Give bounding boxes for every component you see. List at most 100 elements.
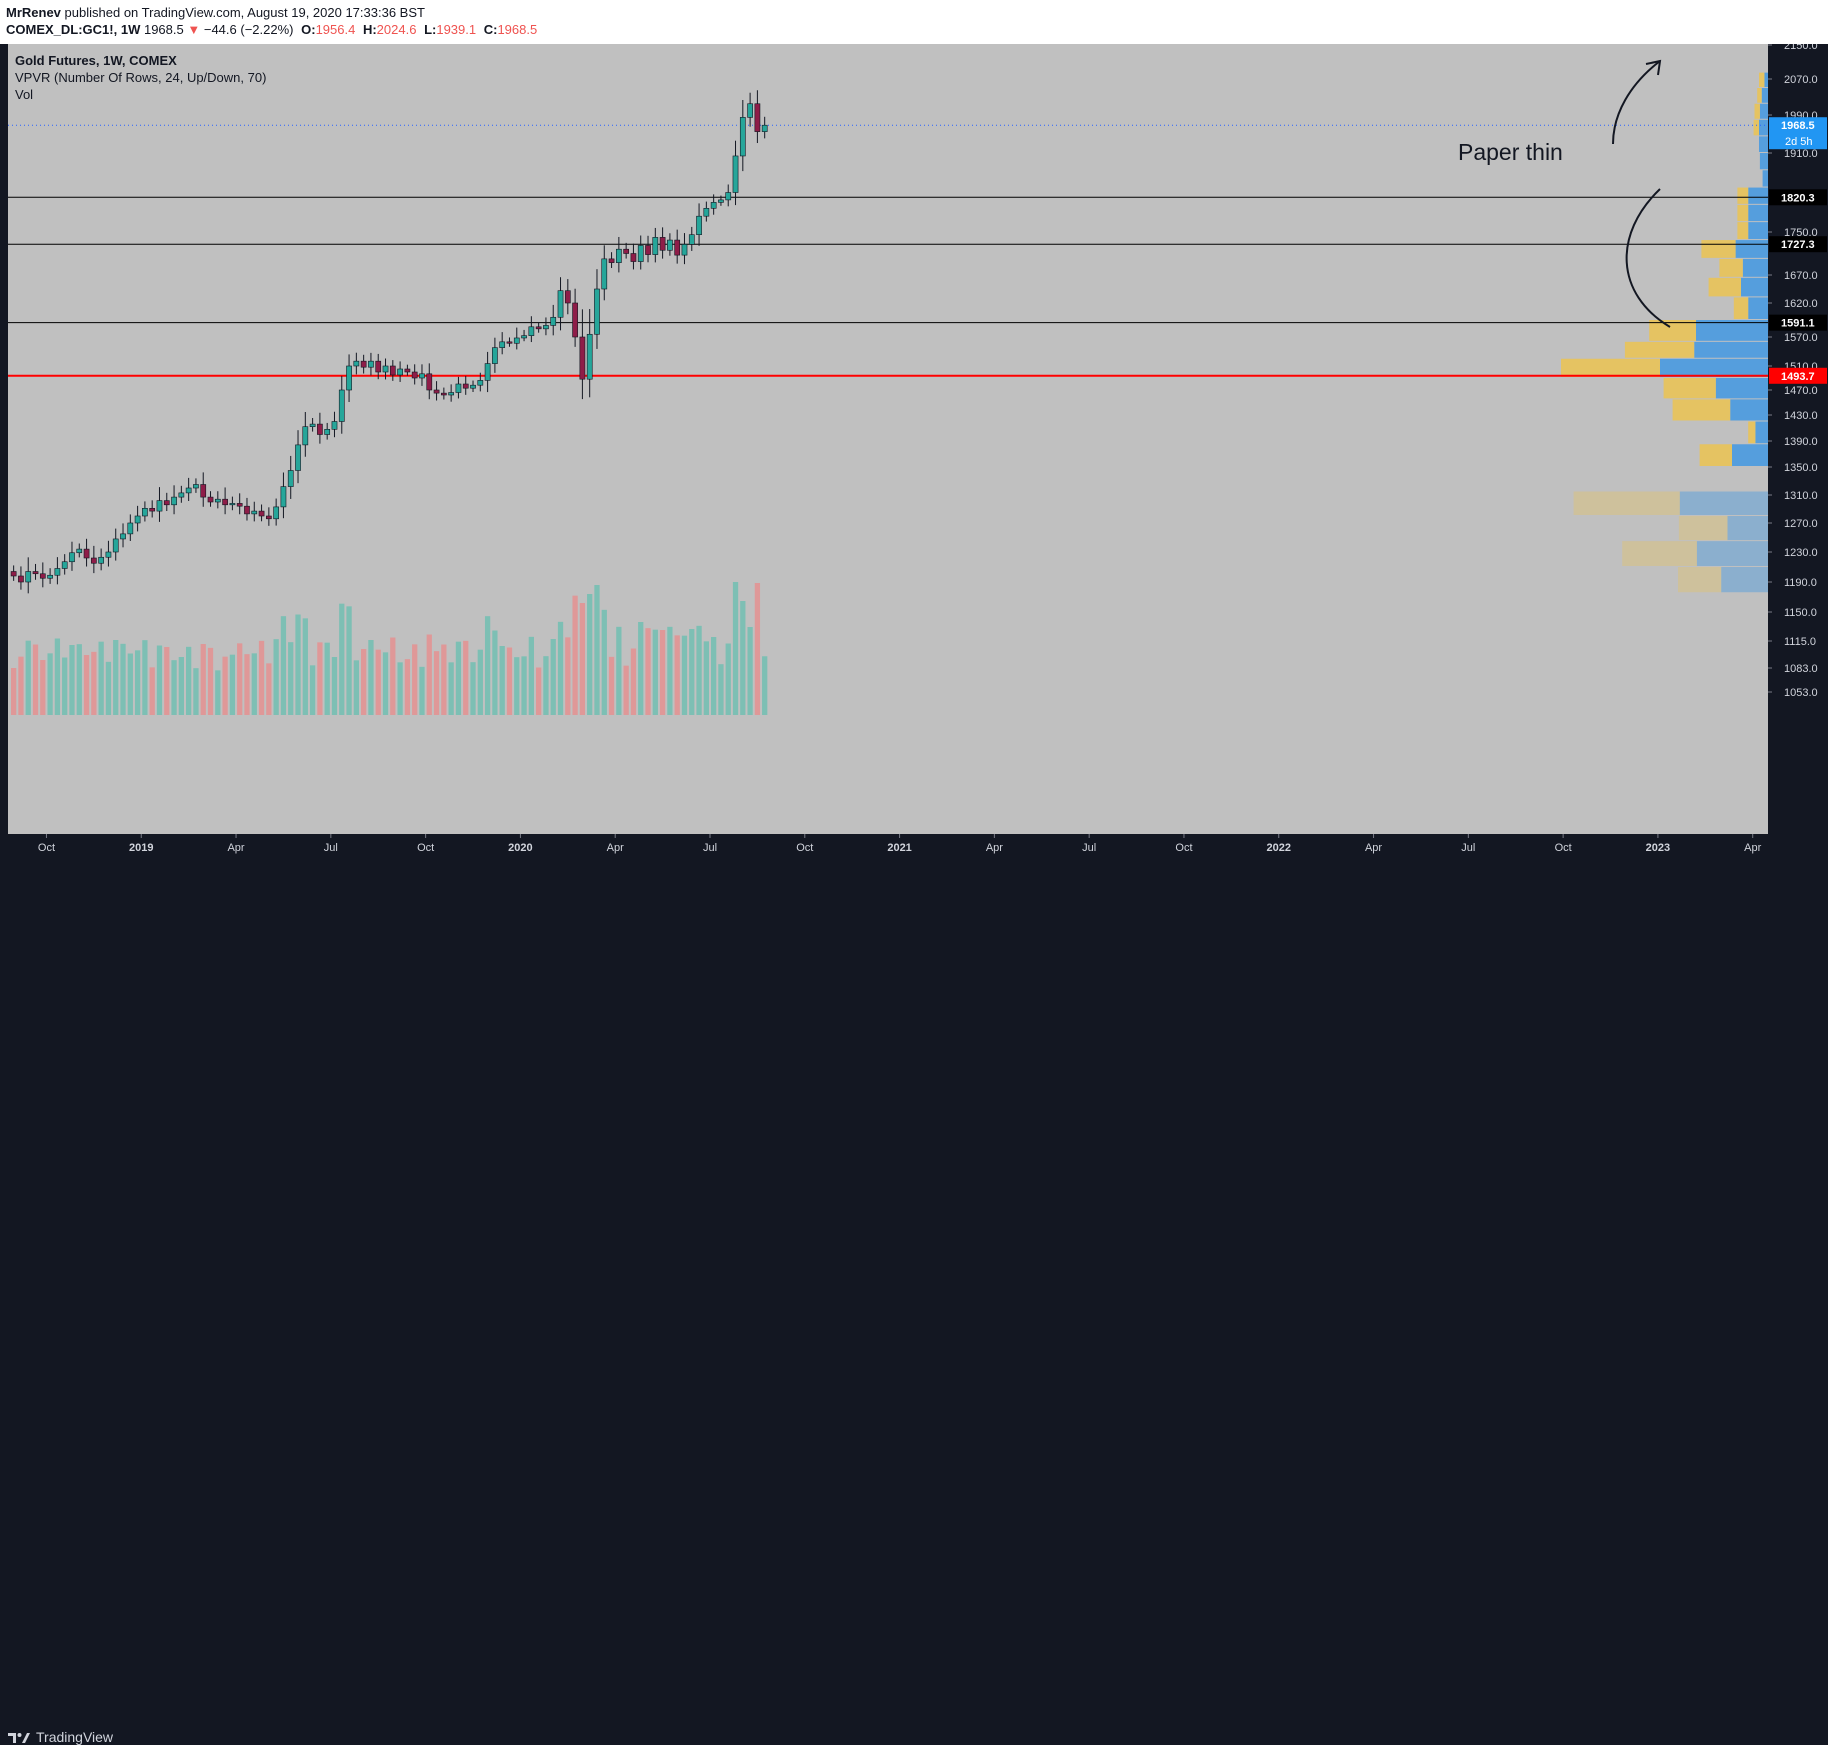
time-axis-label: 2021 <box>887 842 911 854</box>
volume-bar <box>652 629 658 715</box>
open-value: 1956.4 <box>315 22 356 37</box>
volume-bar <box>54 638 61 715</box>
candle-body <box>543 325 549 330</box>
candle-body <box>470 384 476 389</box>
volume-bar <box>608 656 615 715</box>
vpvr-up-bar <box>1694 341 1768 358</box>
volume-bar <box>455 641 462 715</box>
vpvr-down-bar <box>1678 516 1728 541</box>
volume-bar <box>339 603 345 715</box>
down-arrow-icon: ▼ <box>187 22 201 37</box>
close-value: 1968.5 <box>497 22 538 37</box>
candle-body <box>134 515 141 524</box>
legend-volume[interactable]: Vol <box>15 87 34 102</box>
time-axis-label: Apr <box>1365 842 1382 854</box>
candle-body <box>317 423 323 435</box>
price-line-badge-label: 1591.1 <box>1781 318 1815 330</box>
vpvr-up-bar <box>1696 541 1768 566</box>
candle-body <box>178 492 185 498</box>
volume-bar <box>331 657 338 715</box>
candle-body <box>105 551 112 558</box>
volume-bar <box>404 659 411 715</box>
candle-body <box>747 103 753 118</box>
candle-body <box>149 507 156 512</box>
candle-body <box>710 202 717 209</box>
candle-body <box>171 496 177 506</box>
volume-bar <box>514 657 520 715</box>
author-name[interactable]: MrRenev <box>6 5 61 20</box>
candle-body <box>156 500 163 512</box>
time-axis-label: Jul <box>703 842 717 854</box>
time-axis-label: Jul <box>1461 842 1475 854</box>
volume-bar <box>40 660 46 715</box>
volume-bar <box>302 618 308 715</box>
price-axis-label: 1230.0 <box>1784 547 1818 559</box>
candle-body <box>404 368 411 373</box>
legend-indicator[interactable]: VPVR (Number Of Rows, 24, Up/Down, 70) <box>15 70 267 85</box>
candle-body <box>586 333 593 380</box>
vpvr-down-bar <box>1649 320 1696 341</box>
candle-body <box>732 155 739 193</box>
candle-body <box>564 290 571 304</box>
candle-body <box>579 336 586 380</box>
candle-body <box>47 574 53 579</box>
candle-body <box>54 568 61 576</box>
candle-body <box>368 360 374 368</box>
legend-title[interactable]: Gold Futures, 1W, COMEX <box>15 53 177 68</box>
candle-body <box>229 503 236 506</box>
price-chart[interactable]: Paper thin <box>8 44 1768 834</box>
volume-bar <box>667 626 673 715</box>
vpvr-down-bar <box>1753 119 1759 136</box>
candle-body <box>324 428 331 435</box>
volume-bar <box>113 640 119 715</box>
time-axis[interactable]: Oct 2019 Apr Jul Oct 2020 Apr Jul Oct 2021 Apr Jul O… <box>8 834 1768 860</box>
candle-body <box>594 288 600 335</box>
vpvr-up-bar <box>1761 88 1768 103</box>
candle-body <box>273 506 279 520</box>
price-line-badge <box>1769 189 1827 206</box>
price-line-badge <box>1769 236 1827 253</box>
candle-body <box>331 421 338 430</box>
price-axis-label: 1620.0 <box>1784 298 1818 310</box>
volume-bar <box>543 656 549 715</box>
candle-body <box>295 444 301 471</box>
quote-line: COMEX_DL:GC1!, 1W 1968.5 ▼ −44.6 (−2.22%… <box>6 22 537 37</box>
publish-header: MrRenev published on TradingView.com, Au… <box>0 0 1828 44</box>
vpvr-down-bar <box>1672 399 1731 421</box>
volume-bar <box>419 666 425 715</box>
candle-body <box>10 571 17 577</box>
volume-bar <box>528 636 534 715</box>
time-axis-label: Oct <box>38 842 55 854</box>
candle-body <box>163 500 170 506</box>
vpvr-up-bar <box>1759 103 1768 119</box>
footer-bar: TradingView <box>0 860 1828 1745</box>
candle-body <box>69 552 75 563</box>
vpvr-down-bar <box>1737 187 1749 204</box>
volume-bar <box>120 643 126 715</box>
chart-legend: Gold Futures, 1W, COMEX VPVR (Number Of … <box>15 52 266 103</box>
volume-bar <box>149 667 155 715</box>
price-axis-label: 1270.0 <box>1784 518 1818 530</box>
vpvr-down-bar <box>1663 378 1716 399</box>
vpvr-up-bar <box>1696 320 1768 341</box>
vpvr-down-bar <box>1622 541 1697 566</box>
volume-bar <box>353 660 359 715</box>
volume-bar <box>280 616 287 715</box>
candle-body <box>127 522 134 535</box>
volume-bar <box>25 640 31 715</box>
vpvr-up-bar <box>1727 516 1768 541</box>
price-axis[interactable]: 2150.0 2070.0 1990.0 1910.0 1750.0 1670.0 1620… <box>1768 40 1828 834</box>
tradingview-brand[interactable]: TradingView <box>8 1729 113 1745</box>
chart-pane[interactable]: Paper thin <box>8 44 1768 834</box>
vpvr-up-bar <box>1759 136 1768 152</box>
volume-bar <box>557 621 564 715</box>
annotation-text: Paper thin <box>1458 139 1563 165</box>
volume-bar <box>266 663 272 715</box>
volume-bar <box>689 629 695 715</box>
vpvr-up-bar <box>1741 277 1768 297</box>
volume-bar <box>98 641 104 715</box>
candle-body <box>338 389 345 422</box>
price-axis-label: 1310.0 <box>1784 490 1818 502</box>
volume-bar <box>207 647 214 715</box>
price-line-badge-label: 1493.7 <box>1781 371 1815 383</box>
